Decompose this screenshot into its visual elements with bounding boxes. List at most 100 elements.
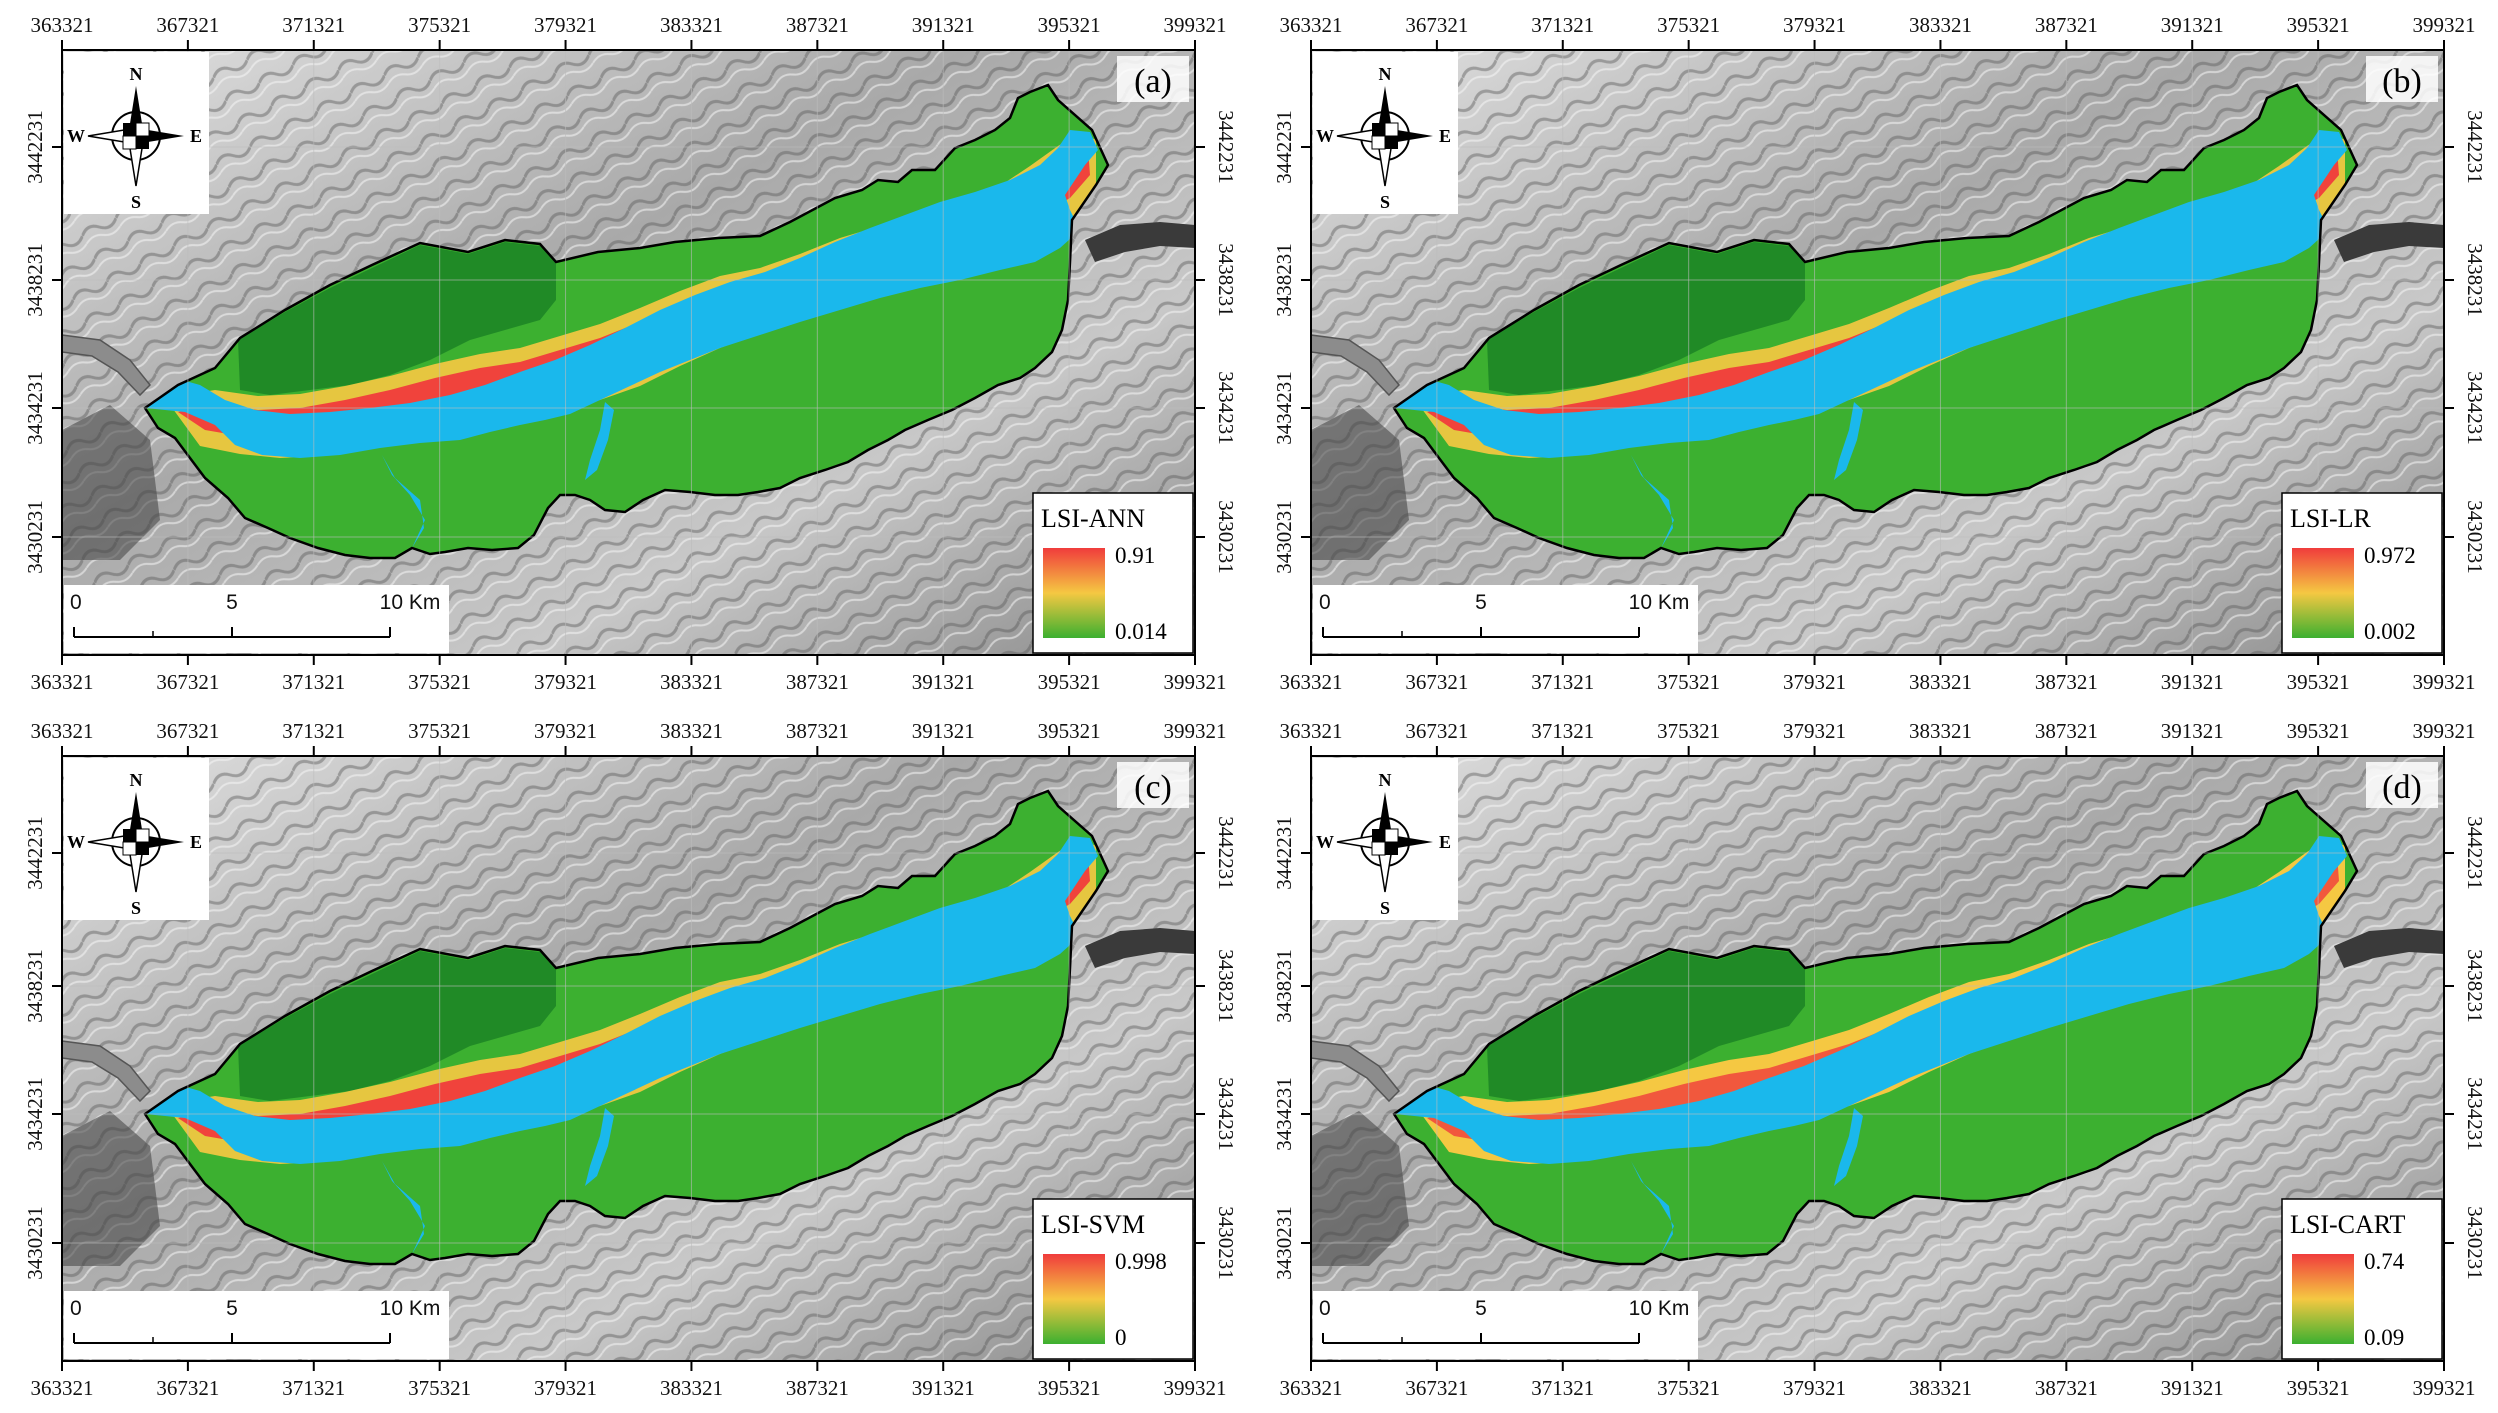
x-tick-label-top: 391321 xyxy=(2161,719,2224,743)
compass-east-label: E xyxy=(1439,832,1451,852)
y-tick-label-left: 3430231 xyxy=(1272,1206,1296,1280)
x-tick-label-bottom: 363321 xyxy=(1280,1376,1343,1400)
x-tick-label-top: 379321 xyxy=(1783,719,1846,743)
outer-river-west xyxy=(1310,334,1401,397)
x-tick-label-top: 367321 xyxy=(156,13,219,37)
scale-bar-label: 5 xyxy=(226,1297,238,1320)
y-tick-label-right: 3442231 xyxy=(1214,816,1238,890)
scale-bar-label: 10 Km xyxy=(380,591,441,614)
x-tick-label-bottom: 371321 xyxy=(282,1376,345,1400)
north-arrow-icon xyxy=(1336,792,1433,893)
y-tick-label-left: 3434231 xyxy=(1272,371,1296,445)
x-tick-label-bottom: 371321 xyxy=(282,670,345,694)
x-tick-label-bottom: 363321 xyxy=(31,1376,94,1400)
high-susceptibility-zone xyxy=(178,148,1090,440)
map-panel-svg: 363321 363321 367321 367321 371321 371321 3753… xyxy=(23,719,1238,1400)
legend-title: LSI-SVM xyxy=(1041,1210,1145,1239)
x-tick-label-top: 399321 xyxy=(2413,719,2476,743)
compass-south-label: S xyxy=(1380,192,1390,212)
x-tick-label-top: 383321 xyxy=(1909,719,1972,743)
moderate-susceptibility-zone xyxy=(1414,838,2345,1164)
x-tick-label-bottom: 395321 xyxy=(1038,1376,1101,1400)
x-tick-label-top: 367321 xyxy=(156,719,219,743)
study-area-boundary xyxy=(143,789,1110,1266)
y-tick-label-left: 3438231 xyxy=(23,949,47,1023)
tributary-water xyxy=(585,402,614,480)
dark-ridge xyxy=(1311,1111,1409,1266)
x-tick-label-bottom: 395321 xyxy=(2287,1376,2350,1400)
panel-label: (d) xyxy=(2382,769,2422,806)
scale-bar-label: 0 xyxy=(1319,1297,1331,1320)
tributary-water xyxy=(1834,402,1863,480)
map-panel-svg: 363321 363321 367321 367321 371321 371321 3753… xyxy=(1272,719,2487,1400)
y-tick-label-right: 3438231 xyxy=(2463,243,2487,317)
map-panel-svg: 363321 363321 367321 367321 371321 371321 3753… xyxy=(1272,13,2487,694)
scale-bar-label: 0 xyxy=(70,591,82,614)
x-tick-label-top: 391321 xyxy=(912,719,975,743)
north-arrow-icon xyxy=(87,792,184,893)
x-tick-label-bottom: 367321 xyxy=(1405,670,1468,694)
outer-river-east xyxy=(2334,222,2444,262)
moderate-susceptibility-zone xyxy=(1414,132,2345,458)
moderate-susceptibility-zone xyxy=(165,132,1096,458)
x-tick-label-bottom: 391321 xyxy=(912,1376,975,1400)
x-tick-label-top: 375321 xyxy=(408,13,471,37)
x-tick-label-bottom: 371321 xyxy=(1531,1376,1594,1400)
x-tick-label-top: 371321 xyxy=(282,13,345,37)
y-tick-label-right: 3434231 xyxy=(1214,1077,1238,1151)
map-panel-svg: 363321 363321 367321 367321 371321 371321 3753… xyxy=(23,13,1238,694)
x-tick-label-top: 375321 xyxy=(1657,13,1720,37)
x-tick-label-bottom: 379321 xyxy=(534,670,597,694)
legend-color-ramp xyxy=(2292,1254,2354,1344)
scale-bar-box xyxy=(1313,1291,1698,1359)
tributary-water xyxy=(382,455,425,548)
y-tick-label-left: 3438231 xyxy=(23,243,47,317)
legend-min-value: 0.002 xyxy=(2364,619,2416,644)
scale-bar-box xyxy=(64,1291,449,1359)
x-tick-label-top: 395321 xyxy=(2287,719,2350,743)
y-tick-label-left: 3438231 xyxy=(1272,243,1296,317)
x-tick-label-bottom: 391321 xyxy=(912,670,975,694)
y-tick-label-left: 3434231 xyxy=(23,1077,47,1151)
x-tick-label-bottom: 363321 xyxy=(1280,670,1343,694)
x-tick-label-top: 371321 xyxy=(1531,13,1594,37)
y-tick-label-left: 3442231 xyxy=(23,110,47,184)
x-tick-label-top: 383321 xyxy=(660,719,723,743)
panel-label: (a) xyxy=(1134,63,1172,100)
x-tick-label-top: 375321 xyxy=(1657,719,1720,743)
reservoir-water xyxy=(145,836,1098,1164)
panel-label: (b) xyxy=(2382,63,2422,100)
x-tick-label-top: 379321 xyxy=(534,13,597,37)
panel-label-box xyxy=(1117,56,1189,102)
scale-bar-box xyxy=(1313,585,1698,653)
y-tick-label-left: 3438231 xyxy=(1272,949,1296,1023)
legend-color-ramp xyxy=(2292,548,2354,638)
panel-label-box xyxy=(1117,762,1189,808)
x-tick-label-bottom: 399321 xyxy=(2413,670,2476,694)
x-tick-label-bottom: 395321 xyxy=(1038,670,1101,694)
x-tick-label-bottom: 375321 xyxy=(408,1376,471,1400)
scale-bar-label: 5 xyxy=(226,591,238,614)
y-tick-label-right: 3434231 xyxy=(2463,1077,2487,1151)
panel-label: (c) xyxy=(1134,769,1172,806)
x-tick-label-bottom: 379321 xyxy=(1783,670,1846,694)
x-tick-label-bottom: 367321 xyxy=(156,1376,219,1400)
y-tick-label-left: 3434231 xyxy=(1272,1077,1296,1151)
x-tick-label-bottom: 391321 xyxy=(2161,670,2224,694)
compass-south-label: S xyxy=(131,192,141,212)
x-tick-label-top: 363321 xyxy=(1280,13,1343,37)
legend-min-value: 0.09 xyxy=(2364,1325,2404,1350)
legend-color-ramp xyxy=(1043,1254,1105,1344)
x-tick-label-bottom: 379321 xyxy=(534,1376,597,1400)
x-tick-label-top: 371321 xyxy=(282,719,345,743)
y-tick-label-right: 3442231 xyxy=(2463,110,2487,184)
scale-bar-label: 10 Km xyxy=(1629,1297,1690,1320)
x-tick-label-top: 399321 xyxy=(1164,13,1227,37)
y-tick-label-right: 3430231 xyxy=(1214,1206,1238,1280)
map-frame xyxy=(61,49,1196,656)
outer-river-east xyxy=(1085,928,1195,968)
x-tick-label-top: 387321 xyxy=(786,719,849,743)
y-tick-label-left: 3430231 xyxy=(23,1206,47,1280)
x-tick-label-top: 391321 xyxy=(912,13,975,37)
dark-ridge xyxy=(1311,405,1409,560)
